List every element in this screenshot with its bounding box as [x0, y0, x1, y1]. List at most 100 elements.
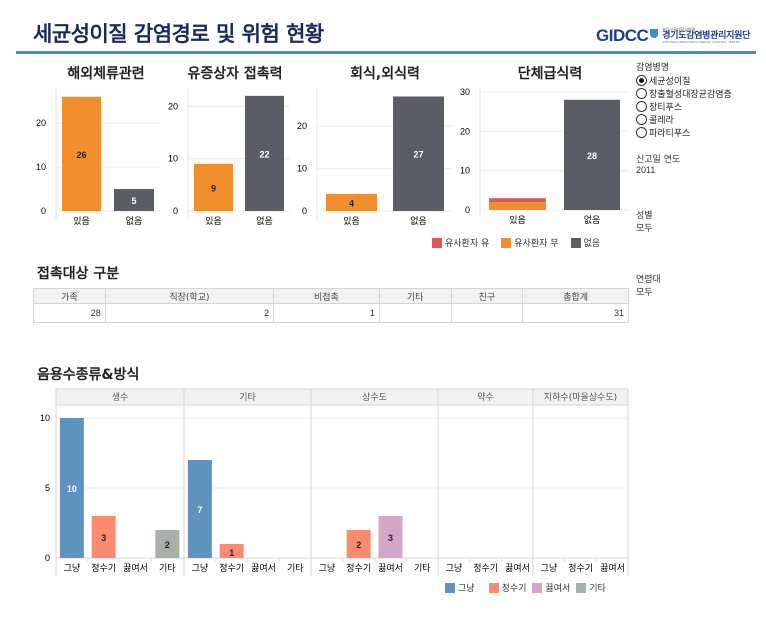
chart-title-symptomatic-contact: 유증상자 접촉력 [187, 66, 283, 82]
radio-label: 파라티푸스 [649, 129, 691, 139]
panel-header-label: 상수도 [362, 392, 387, 403]
legend-label: 기타 [589, 584, 606, 594]
y-tick-label: 10 [297, 164, 307, 174]
column-header-other: 기타 [378, 288, 452, 304]
x-tick-label: 그냥 [446, 563, 463, 574]
disease-option-paratyphoid[interactable]: 파라티푸스 [636, 126, 764, 139]
bar-value-label: 2 [165, 540, 170, 550]
risk-factor-charts: 0 10 20 26 있음 5 없음 0 10 20 9 있음 22 없음 0 10 20 4 있음 27 없음 0 10 2… [36, 87, 628, 227]
disease-option-ehec[interactable]: 장출혈성대장균감염증 [636, 87, 764, 100]
bar-있음-유사환자무 [62, 96, 101, 211]
x-tick-label: 끓여서 [123, 562, 148, 574]
legend-label: 유사환자 유 [445, 239, 490, 249]
y-tick-label: 20 [36, 118, 46, 128]
sex-filter-label: 성별 [636, 211, 653, 221]
column-header-family: 가족 [33, 288, 106, 304]
sex-filter-value[interactable]: 모두 [636, 224, 653, 234]
disease-option-typhoid[interactable]: 장티푸스 [636, 100, 764, 113]
legend-item-boiled[interactable]: 끓여서 [532, 581, 570, 594]
disease-option-shigellosis[interactable]: 세균성이질 [636, 74, 764, 87]
bar-생수-정수기 [91, 516, 116, 558]
disease-filter-label: 감염병명 [636, 63, 670, 73]
y-tick-label: 10 [36, 162, 46, 172]
legend-swatch-orange [501, 237, 512, 248]
legend-item-similar-yes[interactable]: 유사환자 유 [432, 236, 489, 249]
contact-section-title: 접촉대상 구분 [37, 266, 120, 282]
y-tick-label: 20 [168, 101, 178, 111]
panel-header-label: 기타 [239, 392, 256, 403]
bar-value-label: 9 [211, 183, 216, 193]
panel-header-label: 지하수(마을상수도) [544, 392, 617, 403]
radio-checked-icon[interactable] [636, 75, 647, 86]
sex-filter[interactable]: 성별 모두 [636, 208, 653, 234]
bar-생수-기타 [155, 530, 180, 558]
radio-label: 세균성이질 [649, 77, 691, 87]
bar-value-label: 1 [229, 548, 234, 558]
age-filter[interactable]: 연령대 모두 [636, 272, 661, 298]
legend-item-plain[interactable]: 그냥 [445, 581, 475, 594]
legend-swatch-pink [532, 582, 543, 593]
bar-상수도-정수기 [346, 530, 371, 558]
year-filter[interactable]: 신고일 연도 2011 [636, 152, 680, 175]
legend-label: 그냥 [458, 584, 475, 594]
water-section-title: 음용수종류&방식 [37, 367, 140, 383]
logo-org-name: 경기도감염병관리지원단 [662, 31, 751, 41]
gidcc-logo: GIDCC 분당서울대학교병원 경기도감염병관리지원단 GYEONGGI INF… [596, 26, 750, 46]
x-tick-label: 정수기 [91, 563, 116, 574]
radio-icon[interactable] [636, 114, 647, 125]
radio-icon[interactable] [636, 127, 647, 138]
risk-legend: 유사환자 유 유사환자 무 없음 [432, 236, 600, 249]
cell-non-contact: 1 [273, 303, 380, 323]
radio-label: 장티푸스 [649, 103, 683, 113]
legend-item-other[interactable]: 기타 [576, 581, 606, 594]
x-tick-label: 끓여서 [251, 562, 276, 574]
age-filter-value[interactable]: 모두 [636, 288, 653, 298]
legend-label: 끓여서 [545, 584, 571, 594]
x-tick-label: 없음 [126, 216, 143, 227]
cell-family: 28 [33, 303, 106, 323]
table-row: 28 2 1 31 [33, 303, 629, 323]
bar-없음-없음 [114, 189, 154, 211]
column-header-non-contact: 비접촉 [273, 288, 380, 304]
x-tick-label: 정수기 [346, 563, 371, 574]
bar-chart-2: 0 10 20 4 있음 27 없음 [297, 88, 452, 227]
x-tick-label: 없음 [410, 216, 427, 227]
cell-workplace: 2 [104, 303, 275, 323]
legend-label: 없음 [583, 239, 601, 249]
year-filter-value[interactable]: 2011 [636, 165, 656, 175]
legend-item-similar-no[interactable]: 유사환자 무 [501, 236, 559, 249]
y-tick-label: 10 [460, 166, 470, 176]
legend-swatch-graygreen [576, 582, 587, 593]
bar-chart-3: 0 10 20 30 있음 28 없음 [460, 87, 628, 226]
column-header-workplace: 직장(학교) [104, 288, 275, 304]
y-tick-label: 0 [41, 206, 46, 216]
logo-brand: GIDCC [596, 26, 649, 45]
legend-item-none[interactable]: 없음 [570, 236, 601, 249]
y-tick-label: 20 [297, 121, 307, 131]
y-tick-label: 10 [168, 154, 178, 164]
x-tick-label: 그냥 [192, 563, 209, 574]
x-tick-label: 끓여서 [378, 562, 403, 574]
panel-header-bg [56, 389, 628, 405]
y-tick-label: 0 [45, 553, 50, 563]
chart-title-dining-out: 회식,외식력 [350, 66, 420, 82]
bar-있음-유사환자무 [489, 202, 546, 210]
water-legend: 그냥 정수기 끓여서 기타 [445, 581, 606, 594]
legend-item-purifier[interactable]: 정수기 [488, 581, 526, 594]
disease-option-cholera[interactable]: 콜레라 [636, 113, 764, 126]
legend-swatch-blue [445, 582, 455, 593]
legend-swatch-salmon [488, 582, 499, 593]
logo-org-small: 분당서울대학교병원 [662, 27, 696, 32]
page-title: 세균성이질 감염경로 및 위험 현황 [33, 22, 324, 46]
x-tick-label: 정수기 [473, 563, 498, 574]
y-tick-label: 30 [460, 87, 470, 97]
column-header-total: 총합계 [522, 288, 629, 304]
x-tick-label: 끓여서 [505, 562, 530, 574]
bar-기타-정수기 [219, 544, 244, 558]
bar-있음-유사환자무 [194, 163, 233, 211]
y-tick-label: 5 [45, 483, 50, 493]
radio-icon[interactable] [636, 101, 647, 112]
radio-icon[interactable] [636, 88, 647, 99]
x-tick-label: 정수기 [219, 563, 244, 574]
x-tick-label: 그냥 [541, 563, 558, 574]
